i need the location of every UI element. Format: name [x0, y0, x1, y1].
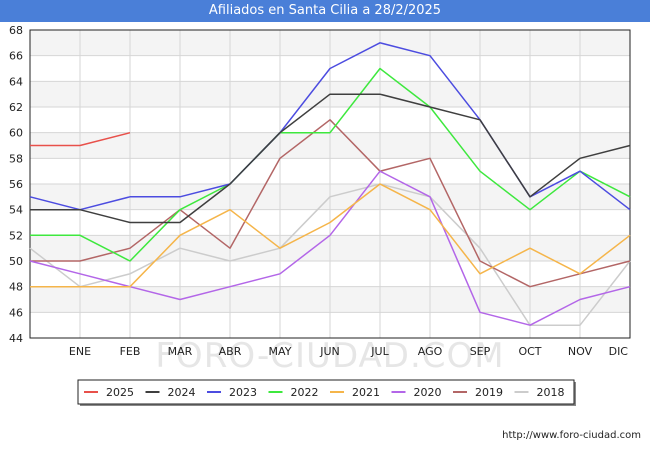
y-tick-label: 68	[9, 24, 23, 37]
x-tick-label: MAR	[168, 345, 193, 358]
watermark: FORO-CIUDAD.COM	[155, 336, 504, 376]
series-lines	[29, 42, 631, 326]
y-tick-label: 44	[9, 332, 23, 345]
x-tick-label: JUL	[370, 345, 389, 358]
y-tick-label: 64	[9, 75, 23, 88]
legend-label: 2022	[291, 386, 319, 399]
y-tick-label: 54	[9, 204, 23, 217]
y-tick-label: 52	[9, 229, 23, 242]
y-tick-label: 66	[9, 50, 23, 63]
y-tick-label: 62	[9, 101, 23, 114]
legend-label: 2019	[475, 386, 503, 399]
legend-box	[77, 379, 575, 405]
plot-border	[29, 29, 631, 339]
x-tick-label: SEP	[470, 345, 491, 358]
y-tick-label: 50	[9, 255, 23, 268]
y-tick-label: 48	[9, 281, 23, 294]
legend-label: 2020	[414, 386, 442, 399]
y-tick-label: 56	[9, 178, 23, 191]
legend-label: 2021	[352, 386, 380, 399]
series-line-2021	[30, 183, 631, 288]
x-tick-label: NOV	[568, 345, 593, 358]
x-tick-label: JUN	[319, 345, 340, 358]
series-line-2022	[30, 67, 631, 262]
x-tick-label: OCT	[518, 345, 541, 358]
y-tick-label: 60	[9, 127, 23, 140]
x-tick-label: AGO	[418, 345, 443, 358]
series-line-2025	[30, 131, 131, 147]
x-tick-label: ENE	[69, 345, 91, 358]
y-tick-label: 58	[9, 152, 23, 165]
source-url[interactable]: http://www.foro-ciudad.com	[502, 430, 641, 441]
legend: 2025 2024 2023 2022 2021 2020 2019 2018	[77, 379, 576, 406]
series-line-2024	[30, 93, 631, 224]
x-tick-label: ABR	[219, 345, 242, 358]
legend-label: 2023	[229, 386, 257, 399]
legend-label: 2024	[168, 386, 196, 399]
y-tick-label: 46	[9, 306, 23, 319]
x-tick-label: FEB	[120, 345, 141, 358]
series-line-2019	[30, 119, 631, 288]
chart-title: Afiliados en Santa Cilia a 28/2/2025	[0, 0, 650, 22]
legend-label: 2025	[106, 386, 134, 399]
x-axis-ticks: ENE FEB MAR ABR MAY JUN JUL AGO SEP OCT NOV DIC	[69, 345, 628, 358]
legend-label: 2018	[537, 386, 565, 399]
x-tick-label: DIC	[609, 345, 629, 358]
y-axis-ticks: 44 46 48 50 52 54 56 58 60 62 64 66 68	[9, 24, 23, 345]
x-tick-label: MAY	[269, 345, 292, 358]
